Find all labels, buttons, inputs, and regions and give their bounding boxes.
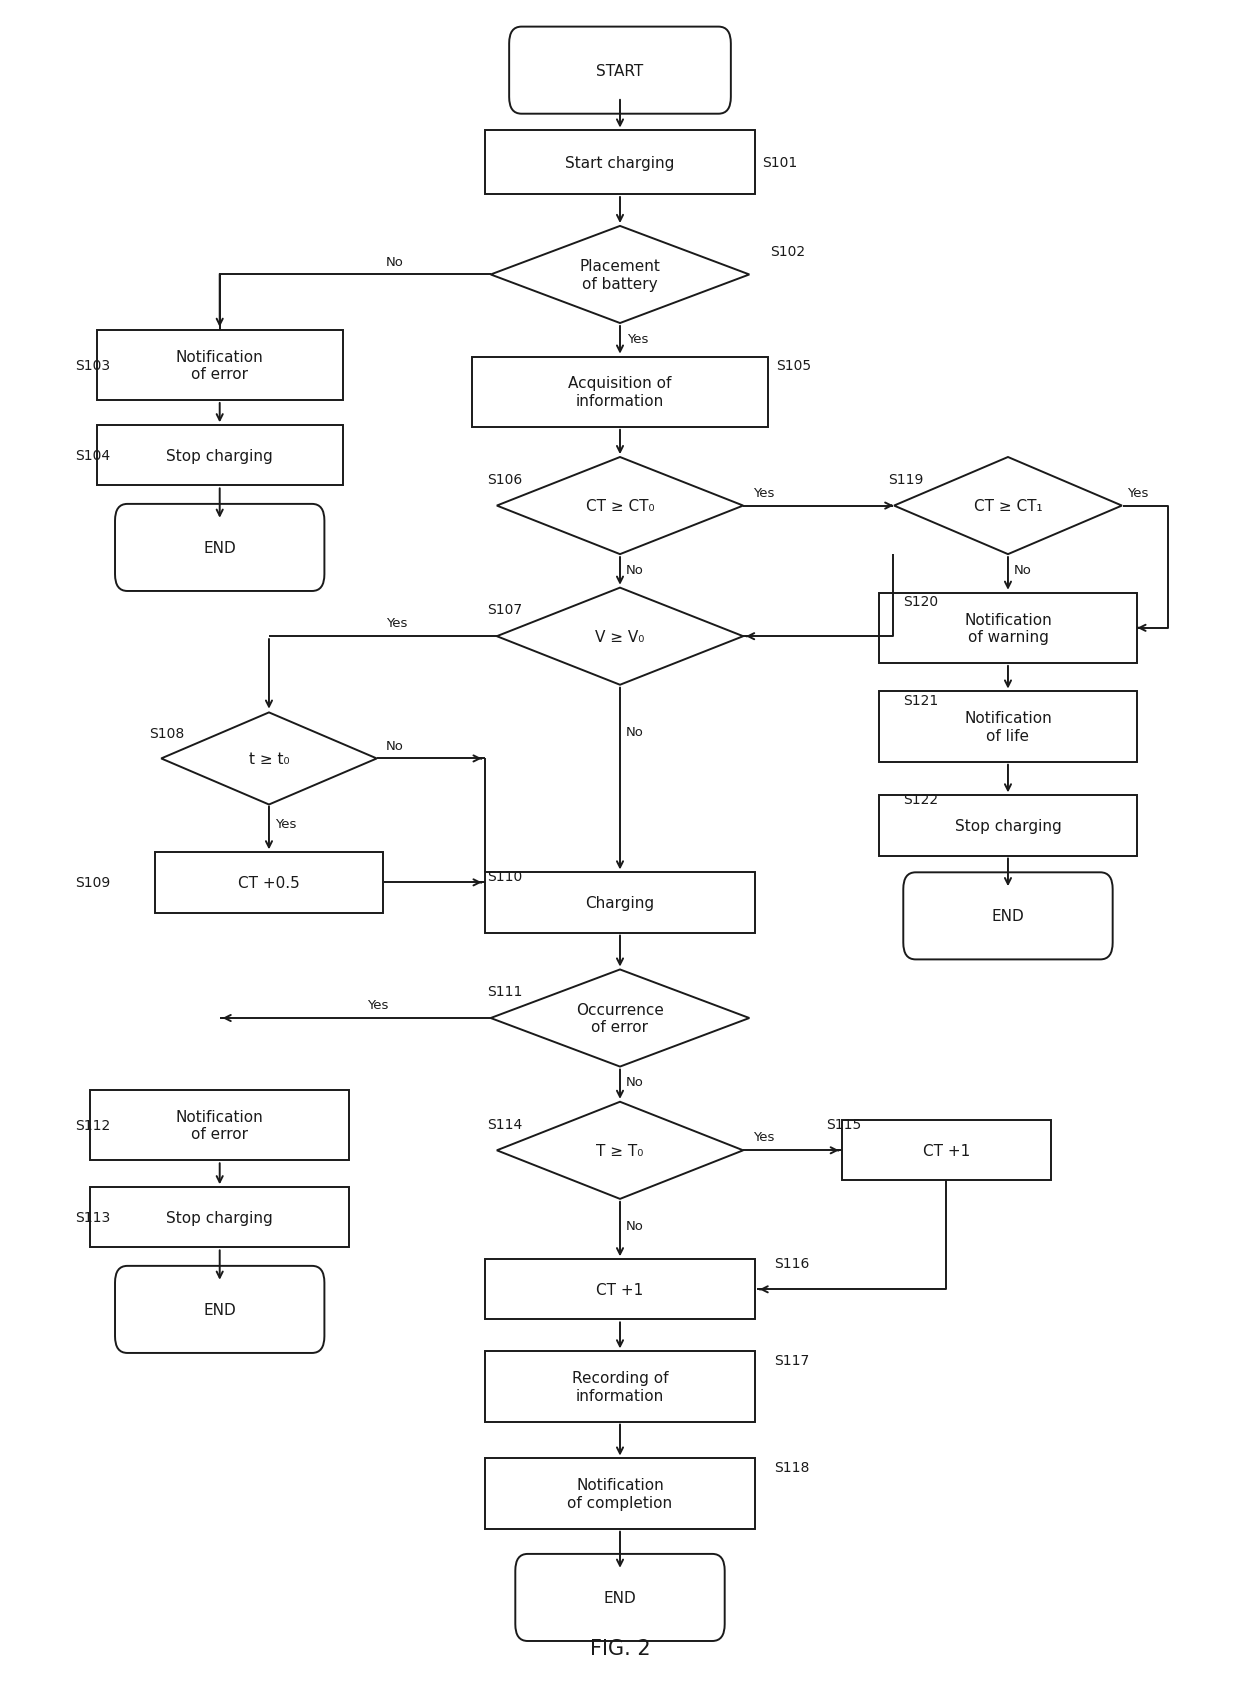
Text: S113: S113	[76, 1211, 110, 1224]
Text: Acquisition of
information: Acquisition of information	[568, 377, 672, 409]
Text: S103: S103	[76, 358, 110, 373]
Text: FIG. 2: FIG. 2	[590, 1638, 650, 1658]
Text: Yes: Yes	[386, 617, 408, 631]
Text: S102: S102	[770, 246, 806, 259]
Text: S110: S110	[487, 870, 522, 883]
FancyBboxPatch shape	[903, 873, 1112, 960]
Text: Stop charging: Stop charging	[166, 1209, 273, 1224]
Text: Placement
of battery: Placement of battery	[579, 259, 661, 291]
Text: S108: S108	[150, 727, 185, 740]
Text: S115: S115	[826, 1117, 861, 1130]
Polygon shape	[497, 589, 743, 685]
Text: Yes: Yes	[753, 486, 775, 500]
Text: Stop charging: Stop charging	[166, 449, 273, 464]
Text: CT ≥ CT₁: CT ≥ CT₁	[973, 500, 1043, 513]
FancyBboxPatch shape	[516, 1554, 724, 1642]
FancyBboxPatch shape	[115, 505, 325, 592]
Text: CT +1: CT +1	[923, 1144, 970, 1159]
Text: S101: S101	[761, 156, 797, 170]
Text: No: No	[626, 1075, 644, 1088]
Text: V ≥ V₀: V ≥ V₀	[595, 629, 645, 644]
Bar	[842, 1120, 1052, 1181]
Bar	[485, 873, 755, 934]
Text: Recording of
information: Recording of information	[572, 1371, 668, 1403]
Text: Yes: Yes	[275, 817, 296, 831]
Bar	[485, 131, 755, 195]
Bar	[485, 1458, 755, 1529]
Bar	[485, 1260, 755, 1320]
Text: S106: S106	[487, 473, 522, 486]
Text: No: No	[1014, 563, 1032, 577]
Text: START: START	[596, 64, 644, 79]
Text: Notification
of error: Notification of error	[176, 350, 264, 382]
Text: T ≥ T₀: T ≥ T₀	[596, 1144, 644, 1159]
Polygon shape	[497, 458, 743, 555]
Polygon shape	[491, 971, 749, 1066]
Text: Yes: Yes	[753, 1130, 775, 1144]
Bar	[155, 853, 383, 913]
Text: END: END	[203, 540, 236, 555]
Polygon shape	[894, 458, 1122, 555]
Text: Yes: Yes	[367, 999, 389, 1011]
Text: S104: S104	[76, 449, 110, 463]
Bar	[879, 691, 1137, 762]
Text: S122: S122	[903, 792, 939, 806]
Bar	[91, 1090, 348, 1161]
Text: Yes: Yes	[627, 333, 649, 345]
Polygon shape	[497, 1102, 743, 1199]
Bar	[879, 594, 1137, 664]
Bar	[97, 331, 343, 400]
Text: Notification
of life: Notification of life	[963, 711, 1052, 743]
Text: Charging: Charging	[585, 895, 655, 910]
Text: S114: S114	[487, 1117, 522, 1130]
Text: END: END	[203, 1302, 236, 1317]
Text: S109: S109	[76, 876, 110, 890]
Text: CT +1: CT +1	[596, 1282, 644, 1297]
Text: No: No	[386, 738, 404, 752]
Text: No: No	[626, 1219, 644, 1233]
Text: No: No	[626, 563, 644, 577]
Text: Notification
of error: Notification of error	[176, 1110, 264, 1142]
FancyBboxPatch shape	[510, 27, 730, 114]
Text: S107: S107	[487, 604, 522, 617]
Text: Occurrence
of error: Occurrence of error	[577, 1002, 663, 1034]
Text: END: END	[604, 1589, 636, 1605]
Text: S119: S119	[889, 473, 924, 486]
Text: S112: S112	[76, 1119, 110, 1132]
Text: S117: S117	[774, 1352, 810, 1367]
Bar	[472, 357, 768, 427]
Text: S105: S105	[776, 358, 811, 373]
Text: Start charging: Start charging	[565, 156, 675, 170]
Text: No: No	[386, 256, 404, 269]
Text: END: END	[992, 908, 1024, 923]
Text: S121: S121	[903, 693, 939, 708]
Bar	[485, 1351, 755, 1421]
Text: S120: S120	[903, 595, 939, 609]
Text: No: No	[626, 725, 644, 738]
Text: Notification
of completion: Notification of completion	[568, 1477, 672, 1510]
Polygon shape	[491, 227, 749, 325]
Text: Yes: Yes	[1127, 486, 1148, 500]
Polygon shape	[161, 713, 377, 806]
Bar	[91, 1187, 348, 1248]
Text: S111: S111	[487, 984, 522, 999]
Bar	[97, 426, 343, 486]
Text: t ≥ t₀: t ≥ t₀	[249, 752, 289, 767]
Text: CT +0.5: CT +0.5	[238, 875, 300, 890]
Text: Stop charging: Stop charging	[955, 819, 1061, 834]
Text: Notification
of warning: Notification of warning	[963, 612, 1052, 644]
Text: S118: S118	[774, 1460, 810, 1473]
Text: S116: S116	[774, 1256, 810, 1270]
Text: CT ≥ CT₀: CT ≥ CT₀	[585, 500, 655, 513]
FancyBboxPatch shape	[115, 1267, 325, 1352]
Bar	[879, 796, 1137, 856]
